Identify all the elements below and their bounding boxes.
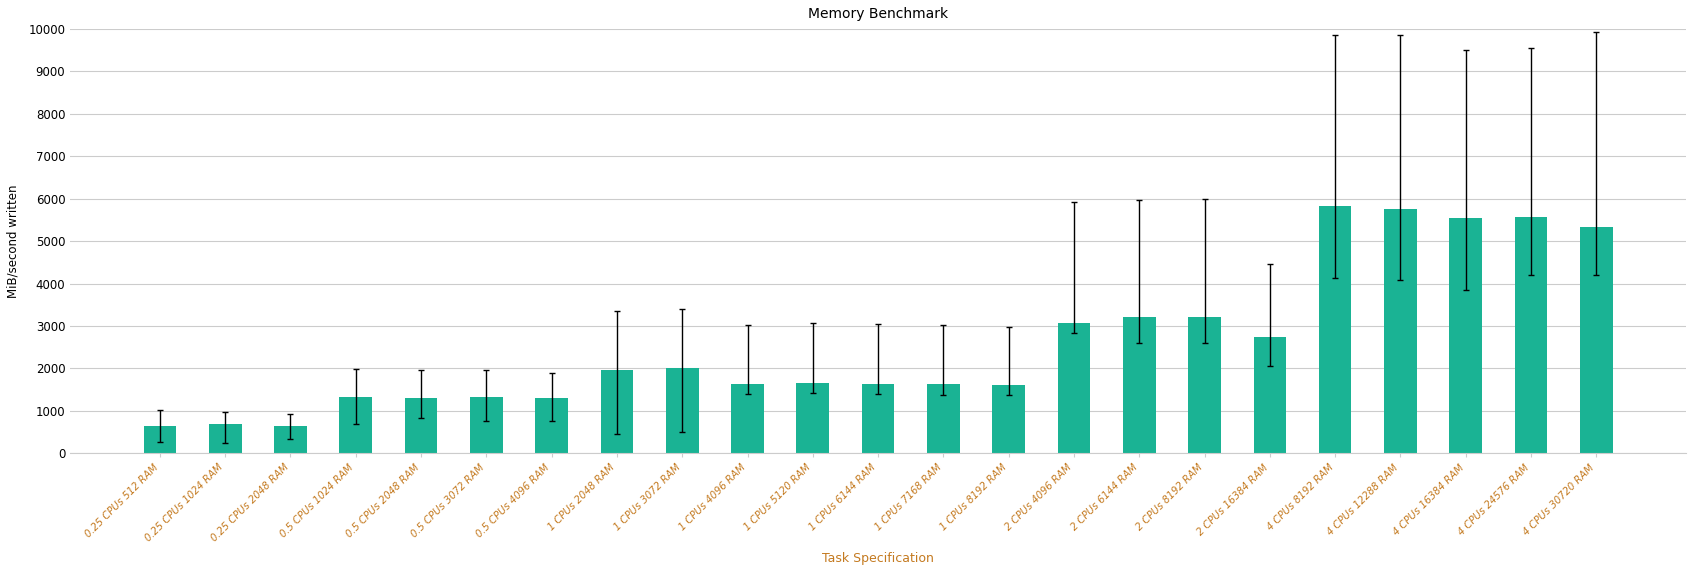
Bar bbox=[1515, 217, 1547, 453]
Bar bbox=[1385, 209, 1417, 453]
Bar bbox=[405, 398, 437, 453]
Bar bbox=[1122, 317, 1156, 453]
Bar bbox=[731, 384, 764, 453]
Bar bbox=[1449, 219, 1481, 453]
Bar bbox=[144, 426, 176, 453]
X-axis label: Task Specification: Task Specification bbox=[823, 552, 935, 565]
Bar bbox=[601, 371, 633, 453]
Bar bbox=[471, 397, 503, 453]
Bar bbox=[862, 384, 894, 453]
Bar bbox=[340, 397, 372, 453]
Bar bbox=[274, 426, 306, 453]
Y-axis label: MiB/second written: MiB/second written bbox=[7, 184, 20, 298]
Bar bbox=[796, 383, 830, 453]
Bar bbox=[535, 398, 567, 453]
Bar bbox=[1253, 337, 1287, 453]
Bar bbox=[1188, 317, 1221, 453]
Bar bbox=[1319, 206, 1351, 453]
Bar bbox=[928, 384, 960, 453]
Bar bbox=[992, 385, 1024, 453]
Bar bbox=[208, 424, 242, 453]
Bar bbox=[1580, 227, 1613, 453]
Bar bbox=[1058, 323, 1090, 453]
Title: Memory Benchmark: Memory Benchmark bbox=[808, 7, 948, 21]
Bar bbox=[665, 368, 699, 453]
